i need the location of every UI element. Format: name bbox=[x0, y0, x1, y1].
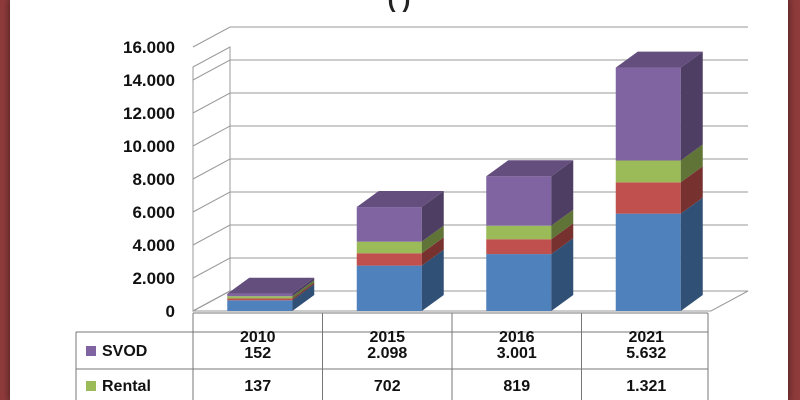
bar-front bbox=[227, 293, 293, 297]
bar-side bbox=[421, 237, 444, 266]
bar-front bbox=[227, 298, 293, 301]
bar-side bbox=[680, 197, 703, 311]
y-tick-label: 16.000 bbox=[123, 38, 175, 57]
bar-segment bbox=[486, 238, 574, 311]
bar-segment bbox=[486, 223, 574, 255]
bar-side bbox=[680, 144, 703, 183]
y-tick-label: 8.000 bbox=[132, 170, 175, 189]
bar-segment bbox=[486, 209, 574, 240]
bar-top bbox=[227, 277, 315, 294]
bar-segment bbox=[486, 160, 574, 226]
bar-side bbox=[292, 277, 315, 297]
chart-frame: ( ) 0 2.000 4.000 6.000 8.000 10.000 12.000 14.… bbox=[10, 0, 788, 400]
bar-front bbox=[486, 176, 552, 226]
data-label: 3.001 bbox=[497, 345, 537, 362]
y-tick-label: 0 bbox=[166, 302, 175, 321]
legend-swatch bbox=[86, 346, 96, 356]
y-tick-label: 10.000 bbox=[123, 137, 175, 156]
bar-side bbox=[680, 166, 703, 214]
bar-segment bbox=[227, 280, 315, 299]
side-wall bbox=[192, 46, 231, 312]
bar-front bbox=[486, 239, 552, 255]
y-tick-label: 2.000 bbox=[132, 269, 175, 288]
chart-title: ( ) bbox=[10, 0, 788, 14]
data-label: 702 bbox=[374, 378, 401, 395]
y-tick-label: 4.000 bbox=[132, 236, 175, 255]
data-table: 2010 2015 2016 2021 SVOD 152 2.098 3.001 5.632 Re… bbox=[75, 312, 709, 400]
bar-front bbox=[227, 296, 293, 299]
bar-side bbox=[421, 225, 444, 254]
bar-segment bbox=[356, 249, 444, 311]
bar-front bbox=[615, 160, 681, 183]
gridline bbox=[192, 290, 748, 312]
bar-side bbox=[680, 51, 703, 161]
gridline bbox=[192, 125, 748, 147]
bar-front bbox=[486, 254, 552, 311]
y-tick-label: 6.000 bbox=[132, 203, 175, 222]
bar-front bbox=[615, 213, 681, 311]
y-tick-label: 12.000 bbox=[123, 104, 175, 123]
bar-front bbox=[615, 182, 681, 214]
data-label: 2.098 bbox=[367, 345, 407, 362]
bar-segment bbox=[227, 282, 315, 301]
bar-segment bbox=[356, 225, 444, 254]
bar-side bbox=[551, 223, 574, 255]
legend-label: SVOD bbox=[102, 343, 147, 360]
bar-side bbox=[551, 238, 574, 311]
bar-top bbox=[486, 160, 574, 177]
bar-side bbox=[551, 209, 574, 240]
data-label: 137 bbox=[244, 378, 271, 395]
bar-segment bbox=[356, 191, 444, 242]
legend-label: Rental bbox=[102, 378, 151, 395]
x-category-label: 2016 bbox=[499, 329, 535, 346]
bar-segment bbox=[615, 144, 703, 183]
y-tick-label: 14.000 bbox=[123, 71, 175, 90]
bar-side bbox=[292, 282, 315, 301]
bar-segment bbox=[615, 197, 703, 311]
bar-side bbox=[292, 284, 315, 311]
bar-top bbox=[356, 191, 444, 208]
chart-svg: 0 2.000 4.000 6.000 8.000 10.000 12.000 14.000 1… bbox=[75, 26, 749, 400]
bar-segment bbox=[227, 277, 315, 297]
bar-segment bbox=[227, 284, 315, 311]
bar-side bbox=[292, 280, 315, 299]
bar-side bbox=[421, 191, 444, 242]
gridline bbox=[192, 92, 748, 114]
bar-segment bbox=[615, 166, 703, 214]
data-label: 819 bbox=[503, 378, 530, 395]
x-category-label: 2021 bbox=[628, 329, 664, 346]
bar-segment bbox=[356, 237, 444, 266]
bar-front bbox=[615, 67, 681, 161]
gridline bbox=[192, 158, 748, 180]
gridline bbox=[192, 191, 748, 213]
x-category-label: 2015 bbox=[369, 329, 405, 346]
legend-swatch bbox=[86, 381, 96, 391]
plot-area: 0 2.000 4.000 6.000 8.000 10.000 12.000 14.000 1… bbox=[123, 26, 749, 321]
bar-front bbox=[356, 253, 422, 266]
gridline bbox=[192, 59, 748, 81]
bar-side bbox=[421, 249, 444, 311]
bar-side bbox=[551, 160, 574, 226]
bar-front bbox=[356, 241, 422, 254]
bar-segment bbox=[615, 51, 703, 161]
x-category-label: 2010 bbox=[240, 329, 276, 346]
gridline bbox=[192, 26, 748, 48]
gridline bbox=[192, 257, 748, 279]
gridline bbox=[192, 224, 748, 246]
bar-front bbox=[356, 207, 422, 242]
bar-top bbox=[615, 51, 703, 68]
bar-front bbox=[356, 265, 422, 311]
data-label: 5.632 bbox=[626, 345, 666, 362]
data-label: 1.321 bbox=[626, 378, 666, 395]
bar-front bbox=[486, 225, 552, 240]
bar-front bbox=[227, 300, 293, 311]
data-label: 152 bbox=[244, 345, 271, 362]
